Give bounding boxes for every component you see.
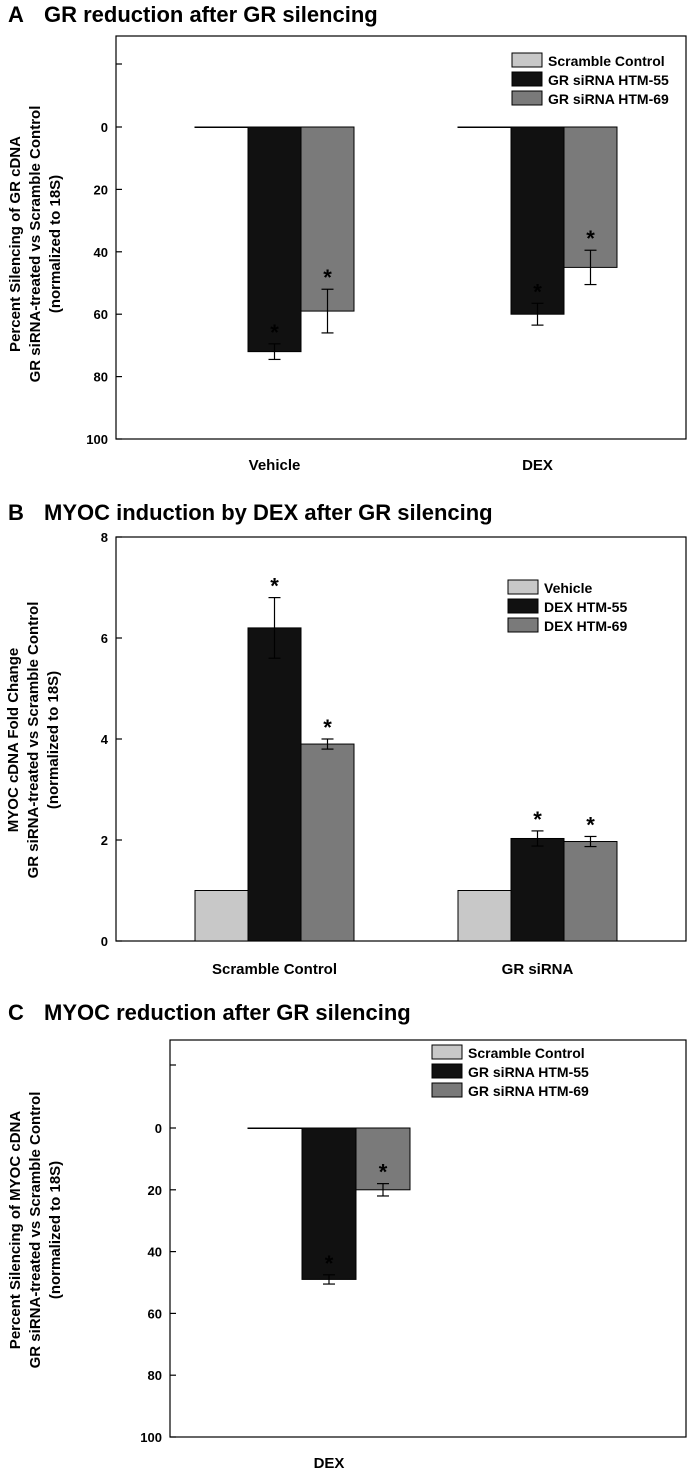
panel-c-legend-swatch-0 [431, 1044, 463, 1060]
panel-c-legend-label-1: GR siRNA HTM-55 [468, 1064, 589, 1080]
panel-b-significance-star-1-1: * [533, 807, 542, 832]
panel-c-plot-frame [169, 1039, 687, 1438]
panel-c-y-tick-label-5: 100 [140, 1430, 162, 1445]
panel-b-y-tick-label-1: 2 [101, 833, 108, 848]
panel-b-title: MYOC induction by DEX after GR silencing [44, 500, 493, 525]
panel-b-y-axis-title-line-0: MYOC cDNA Fold Change [5, 648, 22, 832]
panel-a-y-tick-label-2: 40 [94, 245, 108, 260]
panel-a-bar-1-0 [457, 126, 512, 128]
panel-b-significance-star-0-2: * [323, 715, 332, 740]
panel-b-legend-swatch-0 [507, 579, 539, 595]
panel-b-significance-star-1-2: * [586, 812, 595, 837]
panel-c-y-tick-label-3: 60 [148, 1306, 162, 1321]
panel-a-y-axis-title-line-2: (normalized to 18S) [47, 175, 64, 313]
panel-b-y-tick-label-0: 0 [101, 934, 108, 949]
panel-a-y-axis-title-line-1: GR siRNA-treated vs Scramble Control [27, 106, 44, 383]
panel-c-bar-0-1 [301, 1127, 357, 1280]
panel-c-legend-swatch-2 [431, 1082, 463, 1098]
panel-b-category-label-1: GR siRNA [502, 961, 574, 978]
panel-b-category-label-0: Scramble Control [212, 961, 337, 978]
panel-a-y-tick-label-4: 80 [94, 370, 108, 385]
panel-a-category-label-1: DEX [522, 457, 553, 474]
panel-c-title: MYOC reduction after GR silencing [44, 1000, 411, 1025]
panel-c-significance-star-0-2: * [379, 1160, 388, 1185]
panel-c-y-axis-title-line-2: (normalized to 18S) [47, 1161, 64, 1299]
panel-b-bar-0-2 [300, 743, 355, 942]
panel-a-bar-0-1 [247, 126, 302, 353]
panel-a-legend-swatch-0 [511, 52, 543, 68]
panel-a-significance-star-0-2: * [323, 265, 332, 290]
panel-c-y-tick-label-1: 20 [148, 1183, 162, 1198]
panel-b-y-tick-label-4: 8 [101, 530, 108, 545]
panel-b-bar-1-1 [510, 837, 565, 942]
panel-a-legend-swatch-1 [511, 71, 543, 87]
panel-c-significance-star-0-1: * [325, 1251, 334, 1276]
panel-c-legend-label-0: Scramble Control [468, 1045, 585, 1061]
panel-a-bar-0-2 [300, 126, 355, 312]
panel-a-category-label-0: Vehicle [249, 457, 301, 474]
panel-c-legend-label-2: GR siRNA HTM-69 [468, 1083, 589, 1099]
panel-b-letter: B [8, 500, 24, 525]
panel-c-legend-swatch-1 [431, 1063, 463, 1079]
panel-c-y-tick-label-0: 0 [155, 1121, 162, 1136]
panel-b-y-axis-title-line-1: GR siRNA-treated vs Scramble Control [25, 602, 42, 879]
panel-b-significance-star-0-1: * [270, 574, 279, 599]
panel-a-letter: A [8, 2, 24, 27]
panel-b-legend-label-0: Vehicle [544, 580, 592, 596]
panel-a-legend-swatch-2 [511, 90, 543, 106]
panel-b-y-tick-label-2: 4 [101, 732, 109, 747]
panel-a-y-tick-label-0: 0 [101, 120, 108, 135]
panel-c-bar-0-0 [247, 1127, 303, 1129]
panel-b-bar-1-0 [457, 890, 512, 942]
panel-c-category-label-0: DEX [314, 1455, 345, 1472]
panel-c-letter: C [8, 1000, 24, 1025]
panel-a-plot-frame [115, 35, 687, 440]
panel-a-y-tick-label-3: 60 [94, 307, 108, 322]
panel-a-significance-star-1-1: * [533, 279, 542, 304]
panel-a-significance-star-1-2: * [586, 226, 595, 251]
panel-b-bar-0-1 [247, 627, 302, 942]
panel-b-legend-swatch-1 [507, 598, 539, 614]
panel-c-y-axis-title-line-1: GR siRNA-treated vs Scramble Control [27, 1092, 44, 1369]
panel-a-legend-label-1: GR siRNA HTM-55 [548, 72, 669, 88]
panel-a-significance-star-0-1: * [270, 320, 279, 345]
panel-c-y-tick-label-2: 40 [148, 1245, 162, 1260]
panel-b-legend-swatch-2 [507, 617, 539, 633]
panel-a-legend-label-2: GR siRNA HTM-69 [548, 91, 669, 107]
panel-b-y-tick-label-3: 6 [101, 631, 108, 646]
panel-c-y-tick-label-4: 80 [148, 1368, 162, 1383]
panel-a-y-tick-label-5: 100 [86, 432, 108, 447]
panel-b-legend-label-2: DEX HTM-69 [544, 618, 627, 634]
panel-b-legend-label-1: DEX HTM-55 [544, 599, 627, 615]
panel-a-y-axis-title-line-0: Percent Silencing of GR cDNA [7, 136, 24, 352]
panel-a-title: GR reduction after GR silencing [44, 2, 378, 27]
panel-a-legend-label-0: Scramble Control [548, 53, 665, 69]
panel-a-bar-0-0 [194, 126, 249, 128]
panel-b-bar-1-2 [563, 841, 618, 942]
panel-b-bar-0-0 [194, 890, 249, 942]
panel-b-y-axis-title-line-2: (normalized to 18S) [45, 671, 62, 809]
panel-a-y-tick-label-1: 20 [94, 182, 108, 197]
panel-c-y-axis-title-line-0: Percent Silencing of MYOC cDNA [7, 1111, 24, 1350]
